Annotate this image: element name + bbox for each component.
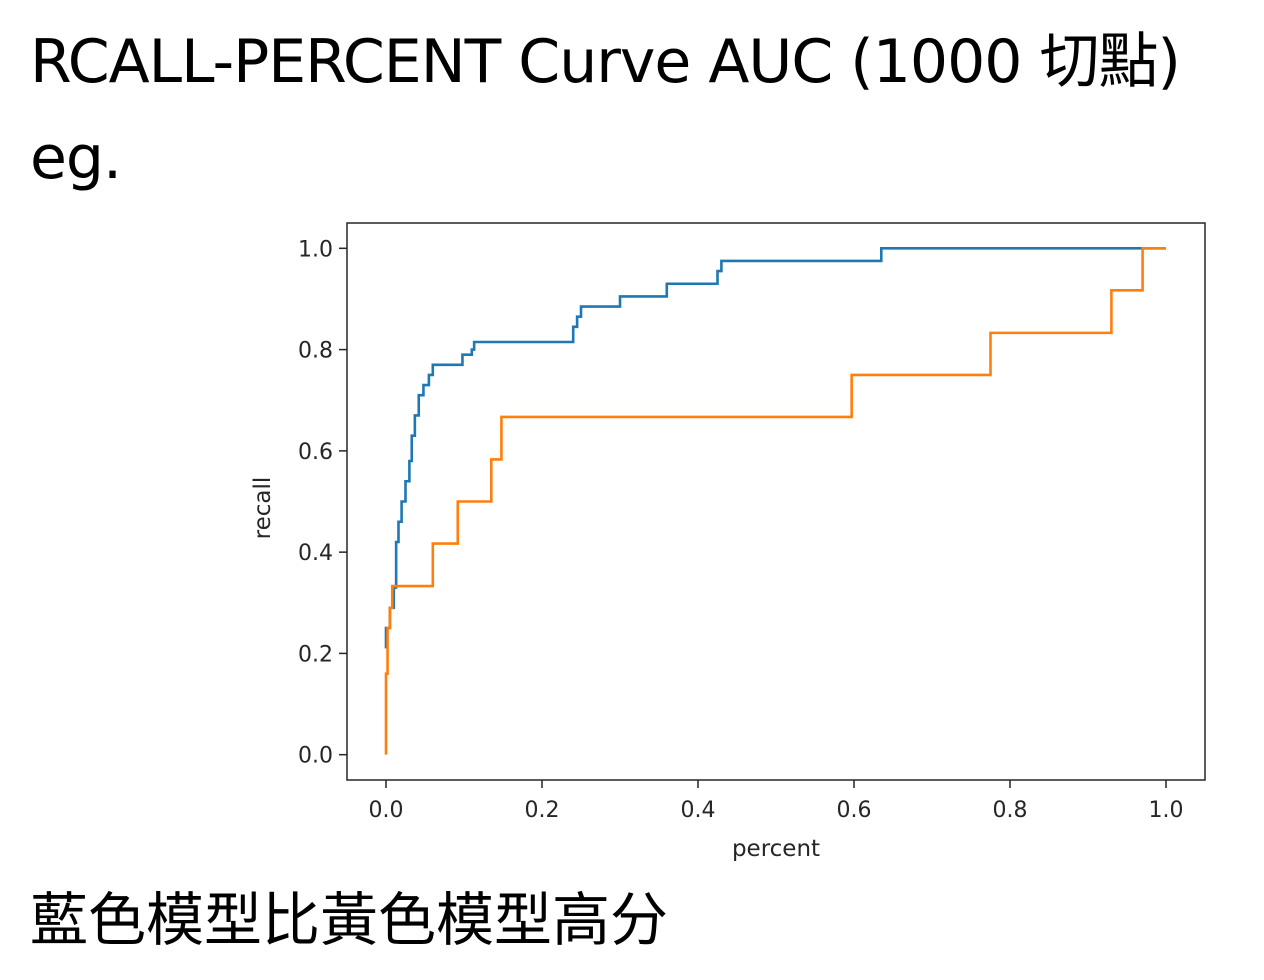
y-tick-label: 0.4 <box>298 541 333 566</box>
series-line-1 <box>384 247 1166 755</box>
x-tick-label: 1.0 <box>1149 798 1184 823</box>
y-tick-label: 1.0 <box>298 237 333 262</box>
x-tick-label: 0.4 <box>681 798 716 823</box>
x-ticks: 0.0 0.2 0.4 0.6 0.8 1.0 <box>369 780 1184 823</box>
x-tick-label: 0.6 <box>837 798 872 823</box>
heading-line-1: RCALL-PERCENT Curve AUC (1000 切點) <box>30 27 1181 97</box>
x-axis-label: percent <box>732 836 820 862</box>
y-ticks: 0.0 0.2 0.4 0.6 0.8 1.0 <box>298 237 347 769</box>
caption: 藍色模型比黃色模型高分 <box>30 886 669 954</box>
y-tick-label: 0.8 <box>298 339 333 364</box>
heading: RCALL-PERCENT Curve AUC (1000 切點) eg. <box>30 14 1250 206</box>
series-layer <box>384 247 1166 755</box>
axes-frame <box>346 222 1206 781</box>
y-axis-label: recall <box>250 477 276 540</box>
heading-line-2: eg. <box>30 123 122 193</box>
series-line-0 <box>384 247 1166 649</box>
x-tick-label: 0.0 <box>369 798 404 823</box>
y-tick-label: 0.6 <box>298 440 333 465</box>
y-tick-label: 0.0 <box>298 744 333 769</box>
x-tick-label: 0.8 <box>993 798 1028 823</box>
x-tick-label: 0.2 <box>525 798 560 823</box>
recall-percent-chart: 0.0 0.2 0.4 0.6 0.8 1.0 0.0 0.2 0.4 0.6 0.8 1.0 pe… <box>250 222 1206 862</box>
y-tick-label: 0.2 <box>298 642 333 667</box>
